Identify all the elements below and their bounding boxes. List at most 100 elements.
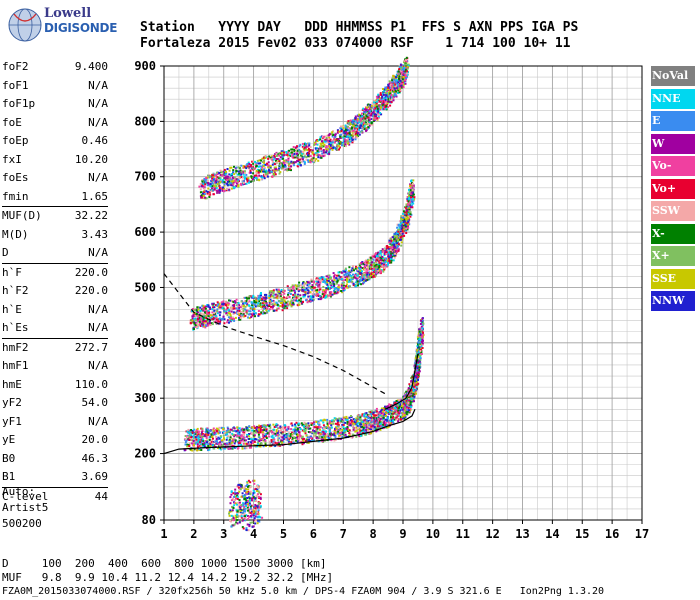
echo-point	[210, 316, 213, 318]
echo-point	[254, 438, 257, 440]
echo-point	[329, 422, 332, 425]
echo-point	[379, 416, 382, 418]
echo-point	[199, 444, 202, 447]
echo-point	[208, 311, 211, 314]
echo-point	[403, 234, 406, 237]
echo-point	[282, 432, 285, 435]
echo-point	[379, 254, 382, 257]
echo-point	[339, 431, 342, 434]
echo-point	[318, 426, 321, 428]
echo-point	[343, 274, 346, 276]
echo-point	[419, 327, 422, 330]
echo-point	[362, 268, 365, 271]
echo-point	[395, 237, 398, 240]
echo-point	[405, 222, 408, 225]
echo-point	[396, 230, 398, 233]
echo-point	[301, 423, 304, 426]
echo-point	[330, 291, 333, 294]
echo-point	[230, 318, 233, 321]
echo-point	[279, 435, 282, 438]
echo-point	[337, 271, 340, 274]
echo-point	[379, 261, 382, 264]
echo-point	[337, 430, 340, 433]
x-tick-label: 3	[220, 527, 227, 541]
echo-point	[262, 312, 265, 315]
echo-point	[246, 297, 249, 300]
echo-point	[397, 409, 400, 412]
echo-point	[276, 290, 279, 293]
echo-point	[209, 314, 212, 317]
echo-point	[406, 407, 409, 410]
param-value: N/A	[88, 97, 108, 110]
echo-point	[246, 428, 249, 431]
echo-point	[284, 306, 287, 309]
echo-point	[336, 427, 338, 430]
echo-point	[227, 316, 230, 319]
echo-point	[260, 425, 263, 427]
echo-point	[401, 398, 404, 401]
echo-point	[262, 445, 265, 448]
echo-point	[237, 302, 240, 305]
echo-point	[248, 295, 251, 298]
param-row: h`F 220.0	[2, 264, 108, 283]
echo-point	[236, 447, 239, 450]
echo-point	[283, 427, 286, 429]
echo-point	[190, 432, 193, 435]
echo-point	[381, 255, 384, 258]
echo-point	[341, 418, 344, 421]
echo-point	[361, 430, 364, 433]
echo-point	[362, 427, 365, 429]
echo-point	[257, 433, 260, 436]
echo-point	[240, 439, 243, 442]
echo-point	[356, 274, 359, 277]
echo-point	[295, 430, 298, 433]
echo-point	[422, 331, 424, 334]
echo-point	[356, 266, 359, 269]
echo-point	[373, 264, 376, 267]
echo-point	[385, 424, 388, 427]
echo-point	[395, 240, 398, 243]
echo-point	[280, 290, 283, 293]
echo-point	[283, 300, 286, 303]
echo-point	[198, 447, 201, 450]
echo-point	[378, 260, 381, 263]
echo-point	[407, 192, 410, 195]
echo-point	[407, 387, 410, 390]
echo-point	[244, 308, 247, 311]
echo-point	[331, 293, 334, 296]
echo-point	[223, 431, 226, 434]
echo-point	[335, 282, 338, 285]
echo-point	[227, 308, 230, 311]
echo-point	[226, 314, 229, 317]
echo-point	[338, 428, 341, 431]
echo-point	[282, 427, 285, 430]
echo-point	[236, 440, 239, 443]
echo-point	[269, 423, 271, 426]
echo-point	[247, 313, 250, 316]
echo-point	[390, 254, 393, 257]
echo-point	[310, 286, 313, 288]
echo-point	[340, 417, 343, 420]
echo-point	[385, 260, 388, 263]
echo-point	[297, 304, 300, 307]
echo-point	[260, 443, 263, 445]
echo-point	[354, 420, 356, 423]
echo-point	[376, 423, 379, 425]
echo-point	[205, 428, 208, 431]
echo-point	[364, 269, 366, 271]
echo-point	[338, 434, 341, 437]
x-tick-label: 1	[160, 527, 167, 541]
echo-point	[203, 308, 206, 311]
echo-point	[243, 447, 246, 450]
echo-point	[207, 310, 210, 312]
echo-point	[388, 255, 391, 258]
echo-point	[227, 428, 230, 431]
echo-point	[351, 421, 354, 424]
echo-point	[346, 286, 349, 289]
echo-point	[329, 295, 332, 298]
echo-point	[374, 274, 377, 277]
echo-point	[343, 429, 346, 432]
echo-point	[359, 429, 362, 432]
echo-point	[348, 277, 351, 279]
echo-point	[396, 223, 399, 226]
